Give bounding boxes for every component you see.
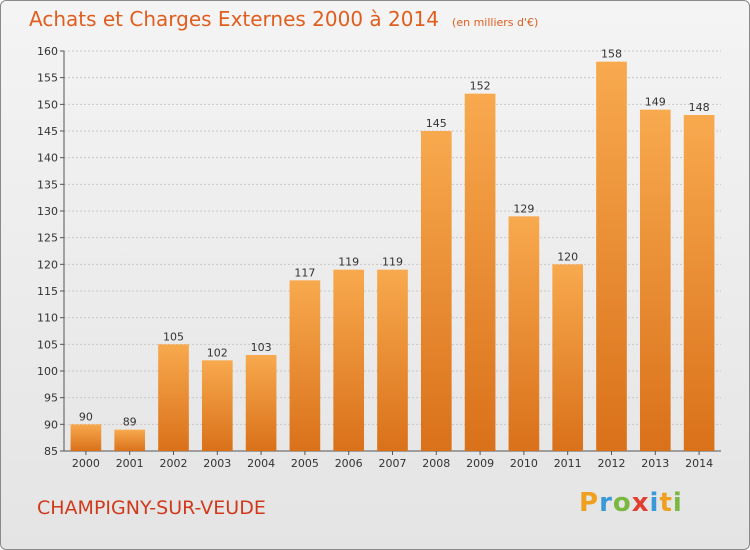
data-label-2006: 119: [338, 256, 359, 269]
x-tick-label-2014: 2014: [685, 457, 713, 470]
bar-2009: [464, 93, 496, 452]
y-tick-label: 135: [37, 178, 58, 191]
data-label-2012: 158: [601, 48, 622, 61]
y-tick-label: 145: [37, 125, 58, 138]
data-label-2011: 120: [557, 250, 578, 263]
bar-2012: [596, 61, 627, 452]
chart-unit: (en milliers d'€): [452, 16, 539, 29]
chart-title: Achats et Charges Externes 2000 à 2014: [29, 7, 439, 31]
x-tick-label-2006: 2006: [335, 457, 363, 470]
data-label-2005: 117: [294, 266, 315, 279]
y-tick-label: 105: [37, 338, 58, 351]
bar-2002: [158, 344, 189, 451]
data-label-2003: 102: [207, 346, 228, 359]
x-tick-label-2009: 2009: [466, 457, 494, 470]
x-tick-label-2011: 2011: [554, 457, 582, 470]
data-label-2009: 152: [470, 80, 491, 93]
logo-letter: o: [612, 488, 632, 518]
bar-2005: [289, 280, 321, 451]
logo-letter: t: [659, 488, 673, 518]
y-tick-label: 90: [44, 418, 58, 431]
bar-2014: [683, 115, 715, 451]
x-tick-label-2001: 2001: [116, 457, 144, 470]
proxiti-logo[interactable]: Proxiti: [579, 488, 683, 518]
y-tick-label: 130: [37, 205, 58, 218]
bars: [70, 61, 715, 452]
bar-2008: [420, 131, 452, 451]
x-tick-label-2005: 2005: [291, 457, 319, 470]
y-tick-label: 85: [44, 445, 58, 458]
y-tick-label: 160: [37, 45, 58, 58]
data-label-2013: 149: [645, 96, 666, 109]
x-tick-label-2002: 2002: [160, 457, 188, 470]
y-tick-label: 150: [37, 98, 58, 111]
logo-letter: i: [672, 488, 683, 518]
title-row: Achats et Charges Externes 2000 à 2014 (…: [29, 7, 538, 31]
y-tick-label: 120: [37, 258, 58, 271]
data-label-2007: 119: [382, 256, 403, 269]
logo-letter: x: [631, 488, 650, 518]
bar-2003: [201, 360, 233, 451]
data-label-2002: 105: [163, 330, 184, 343]
logo-letter: i: [649, 488, 660, 518]
data-label-2010: 129: [513, 202, 534, 215]
x-tick-label-2007: 2007: [379, 457, 407, 470]
logo-letter: r: [599, 488, 613, 518]
x-tick-label-2008: 2008: [422, 457, 450, 470]
bar-2010: [508, 216, 540, 451]
y-tick-label: 110: [37, 312, 58, 325]
bar-2011: [552, 264, 584, 451]
x-tick-label-2013: 2013: [641, 457, 669, 470]
x-tick-label-2012: 2012: [598, 457, 626, 470]
bar-2006: [333, 269, 365, 451]
y-tick-label: 115: [37, 285, 58, 298]
y-tick-label: 155: [37, 72, 58, 85]
data-label-2004: 103: [251, 341, 272, 354]
data-label-2008: 145: [426, 117, 447, 130]
data-label-2000: 90: [79, 410, 93, 423]
y-tick-label: 140: [37, 152, 58, 165]
data-label-2014: 148: [689, 101, 710, 114]
bar-2001: [114, 429, 146, 451]
y-tick-label: 95: [44, 392, 58, 405]
logo-letter: P: [579, 488, 600, 518]
labels: 90 2000 89 2001 105 2002 102 2003 103 2004 117 2005…: [72, 48, 713, 470]
bar-2007: [377, 269, 408, 451]
x-tick-label-2000: 2000: [72, 457, 100, 470]
bar-2013: [639, 109, 671, 452]
bar-2004: [245, 355, 277, 451]
data-label-2001: 89: [123, 416, 137, 429]
x-tick-label-2010: 2010: [510, 457, 538, 470]
x-tick-label-2003: 2003: [203, 457, 231, 470]
y-tick-label: 125: [37, 232, 58, 245]
commune-name: CHAMPIGNY-SUR-VEUDE: [37, 497, 266, 519]
x-tick-label-2004: 2004: [247, 457, 275, 470]
y-tick-label: 100: [37, 365, 58, 378]
bar-2000: [70, 424, 102, 451]
